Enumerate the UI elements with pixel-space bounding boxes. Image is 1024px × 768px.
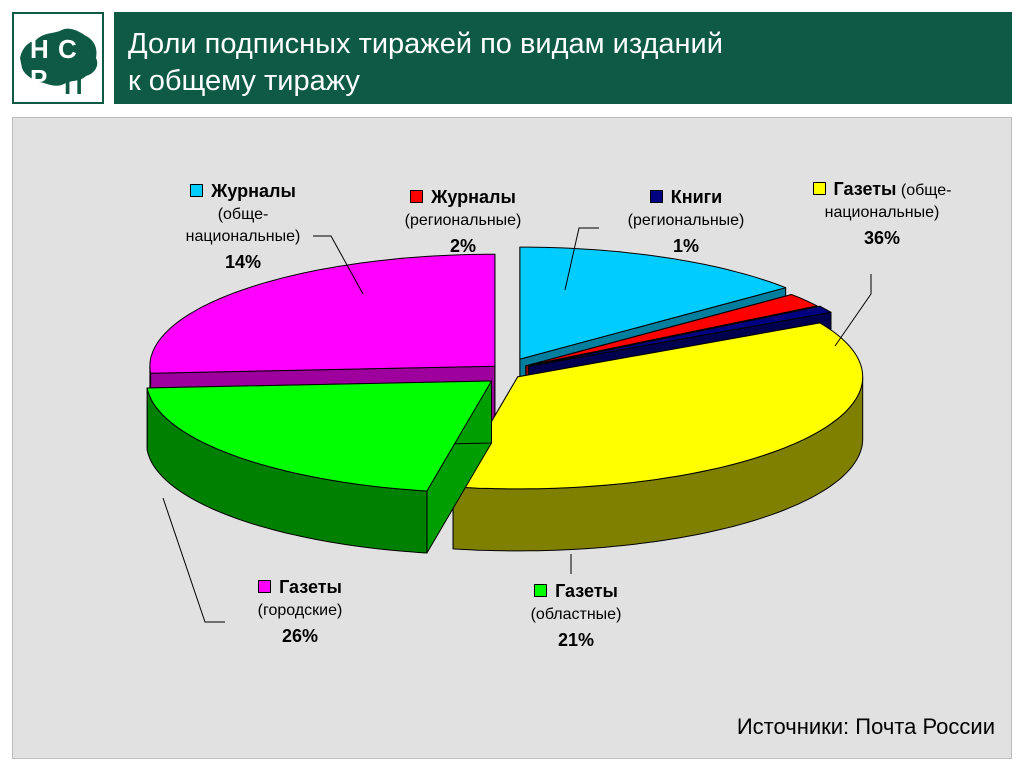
legend-swatch-newspapers-regional [534, 584, 548, 598]
logo-letter-4: П [64, 70, 83, 100]
label-leader-magazines-national [313, 235, 364, 295]
label-name: Газеты [555, 581, 618, 601]
chart-panel: Журналы (обще- национальные) 14% Журналы… [12, 117, 1012, 759]
label-detail-1: (обще- [217, 206, 269, 223]
pie-top-newspapers-regional [146, 380, 492, 492]
pie-top-magazines-regional [525, 294, 818, 367]
label-newspapers-regional: Газеты (областные) 21% [491, 580, 661, 651]
label-percent: 36% [863, 228, 901, 248]
label-name: Газеты [279, 577, 342, 597]
slide-header: Доли подписных тиражей по видам изданий … [114, 12, 1012, 104]
label-detail-2: национальные) [824, 204, 940, 221]
label-percent: 2% [449, 236, 476, 256]
label-percent: 14% [224, 252, 262, 272]
label-magazines-regional: Журналы (региональные) 2% [373, 186, 553, 257]
label-newspapers-national: Газеты (обще- национальные) 36% [777, 178, 987, 249]
label-detail-1: (обще- [900, 182, 952, 199]
pie-top-books-regional [528, 305, 832, 367]
label-percent: 1% [672, 236, 699, 256]
slide-title-line-1: Доли подписных тиражей по видам изданий [128, 28, 723, 60]
legend-swatch-newspapers-national [812, 182, 826, 196]
label-detail-2: национальные) [185, 228, 301, 245]
label-leader-newspapers-national [834, 274, 872, 347]
pie-chart [146, 227, 872, 623]
slide-title-line-2: к общему тиражу [128, 65, 360, 97]
pie-slice-newspapers-regional [146, 380, 492, 554]
label-detail: (региональные) [627, 212, 745, 229]
legend-swatch-books-regional [649, 190, 663, 204]
label-magazines-national: Журналы (обще- национальные) 14% [153, 180, 333, 273]
pie-top-magazines-national [519, 246, 787, 360]
label-name: Журналы [431, 187, 516, 207]
pie-top-newspapers-city [149, 253, 496, 374]
logo-letter-1: Н [30, 34, 49, 64]
logo-letter-2: С [58, 34, 77, 64]
label-leader-newspapers-city [162, 497, 225, 623]
label-percent: 21% [557, 630, 595, 650]
source-note: Источники: Почта России [736, 714, 995, 739]
label-name: Газеты [833, 179, 897, 199]
label-name: Журналы [211, 181, 296, 201]
label-leader-books-regional [564, 227, 599, 291]
label-name: Книги [670, 187, 723, 207]
logo: Н С Р П [12, 12, 104, 104]
russia-map-logo-icon: Н С Р П [20, 28, 98, 100]
legend-swatch-newspapers-city [258, 580, 272, 594]
label-books-regional: Книги (региональные) 1% [601, 186, 771, 257]
logo-letter-3: Р [30, 64, 47, 94]
label-newspapers-city: Газеты (городские) 26% [215, 576, 385, 647]
label-detail: (областные) [530, 606, 622, 623]
pie-top-newspapers-national [452, 322, 864, 490]
legend-swatch-magazines-regional [410, 190, 424, 204]
label-detail: (региональные) [404, 212, 522, 229]
label-percent: 26% [281, 626, 319, 646]
pie-slice-newspapers-national [452, 322, 864, 552]
legend-swatch-magazines-national [190, 184, 204, 198]
label-detail: (городские) [257, 602, 343, 619]
